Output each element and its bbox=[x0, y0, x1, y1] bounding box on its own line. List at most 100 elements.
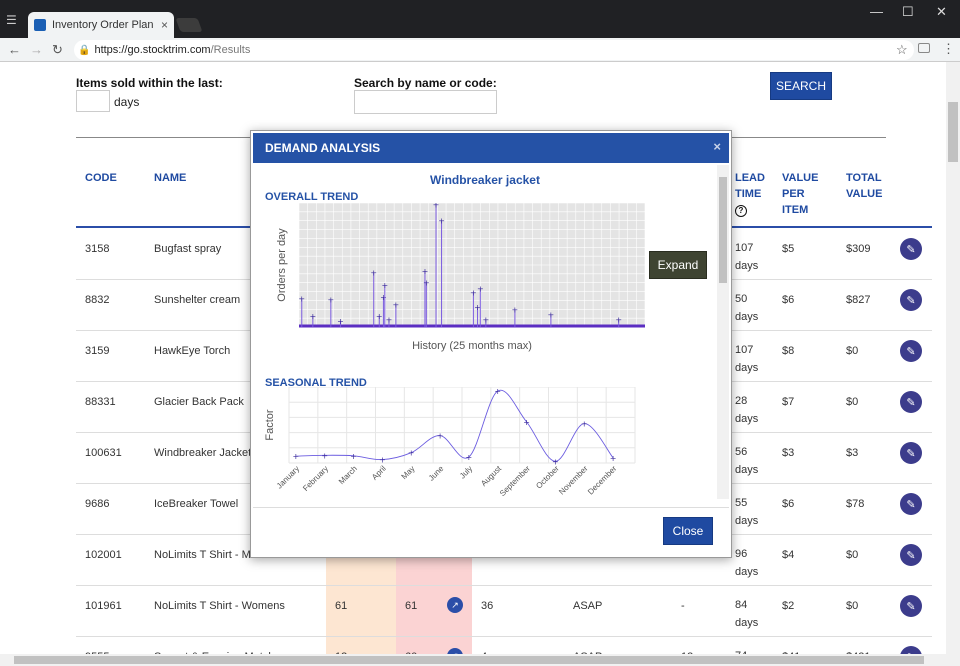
cell-value-per-item: $41 bbox=[782, 651, 800, 654]
trend-chart-icon[interactable]: ↗ bbox=[447, 648, 463, 654]
value-header-line1: VALUE bbox=[782, 172, 819, 184]
overall-data-point: + bbox=[512, 306, 519, 315]
seasonal-data-point: + bbox=[293, 452, 300, 461]
cell-total-value: $0 bbox=[846, 549, 859, 561]
seasonal-data-point: + bbox=[321, 451, 328, 460]
lead-time-unit: days bbox=[735, 413, 759, 425]
seasonal-data-point: + bbox=[350, 452, 357, 461]
cell-col-c: 36 bbox=[481, 600, 494, 612]
cell-col-b: 60 bbox=[405, 651, 417, 654]
modal-scroll-thumb[interactable] bbox=[719, 177, 727, 283]
cell-lead-time: 56 days bbox=[735, 443, 758, 479]
overall-data-point: + bbox=[548, 311, 555, 320]
new-tab-button[interactable] bbox=[175, 18, 203, 32]
edit-pencil-icon[interactable]: ✎ bbox=[900, 544, 922, 566]
overall-data-point: + bbox=[337, 317, 344, 326]
close-button[interactable]: Close bbox=[663, 517, 713, 545]
maximize-icon[interactable]: ☐ bbox=[902, 4, 914, 19]
cell-name: Sunset & Evening Match bbox=[154, 651, 274, 654]
overall-data-point: + bbox=[423, 278, 430, 287]
browser-tab[interactable]: Inventory Order Plan - St × bbox=[28, 12, 174, 38]
address-bar: ← → ↻ 🔒 https://go.stocktrim.com/Results… bbox=[0, 38, 960, 62]
cell-name: Glacier Back Pack bbox=[154, 396, 244, 408]
cell-lead-time: 50 days bbox=[735, 290, 758, 326]
seasonal-x-tick: April bbox=[370, 464, 388, 482]
seasonal-data-point: + bbox=[523, 418, 530, 427]
window-close-icon[interactable]: ✕ bbox=[936, 4, 947, 19]
cell-code: 100631 bbox=[85, 447, 122, 459]
edit-pencil-icon[interactable]: ✎ bbox=[900, 595, 922, 617]
overall-data-point: + bbox=[380, 293, 387, 302]
tab-close-icon[interactable]: × bbox=[160, 18, 168, 32]
cast-icon[interactable] bbox=[918, 43, 930, 53]
cell-total-value: $421 bbox=[846, 651, 870, 654]
browser-menu-dots-icon[interactable]: ⋮ bbox=[942, 41, 955, 56]
modal-scrollbar[interactable] bbox=[717, 165, 729, 499]
seasonal-data-point: + bbox=[610, 454, 617, 463]
tab-title: Inventory Order Plan - St bbox=[52, 19, 157, 31]
overall-data-point: + bbox=[327, 296, 334, 305]
favicon-icon bbox=[34, 19, 46, 31]
hscroll-thumb[interactable] bbox=[14, 656, 924, 664]
value-header-line3: ITEM bbox=[782, 204, 809, 216]
cell-name: NoLimits T Shirt - Womens bbox=[154, 600, 285, 612]
search-input[interactable] bbox=[354, 90, 497, 114]
seasonal-x-tick: August bbox=[479, 464, 504, 489]
seasonal-x-tick: May bbox=[400, 464, 417, 481]
edit-pencil-icon[interactable]: ✎ bbox=[900, 238, 922, 260]
overall-trend-title: OVERALL TREND bbox=[265, 191, 359, 203]
cell-value-per-item: $7 bbox=[782, 396, 795, 408]
expand-button[interactable]: Expand bbox=[649, 251, 707, 279]
overall-y-label: Orders per day bbox=[276, 228, 288, 302]
browser-menu-icon[interactable]: ☰ bbox=[6, 13, 17, 27]
overall-trend-chart: +++++++++++++++++++++History (25 months … bbox=[276, 203, 646, 352]
cell-value-per-item: $5 bbox=[782, 243, 795, 255]
trend-chart-icon[interactable]: ↗ bbox=[447, 597, 463, 613]
edit-pencil-icon[interactable]: ✎ bbox=[900, 289, 922, 311]
modal-footer-divider bbox=[253, 507, 729, 508]
cell-total-value: $3 bbox=[846, 447, 859, 459]
edit-pencil-icon[interactable]: ✎ bbox=[900, 391, 922, 413]
edit-pencil-icon[interactable]: ✎ bbox=[900, 442, 922, 464]
sold-within-label: Items sold within the last: bbox=[76, 76, 223, 90]
col-header-name[interactable]: NAME bbox=[154, 172, 187, 184]
edit-pencil-icon[interactable]: ✎ bbox=[900, 493, 922, 515]
cell-total-value: $0 bbox=[846, 396, 859, 408]
cell-col-d: ASAP bbox=[573, 651, 602, 654]
col-header-total-value[interactable]: TOTAL VALUE bbox=[846, 170, 882, 202]
page-horizontal-scrollbar[interactable] bbox=[0, 654, 960, 666]
col-header-code[interactable]: CODE bbox=[85, 172, 117, 184]
bookmark-star-icon[interactable]: ☆ bbox=[896, 42, 908, 57]
seasonal-x-tick: July bbox=[458, 464, 474, 480]
col-header-lead-time[interactable]: LEAD TIME ? bbox=[735, 170, 765, 218]
lead-time-value: 56 bbox=[735, 446, 748, 458]
seasonal-data-point: + bbox=[437, 432, 444, 441]
col-header-value-per-item[interactable]: VALUE PER ITEM bbox=[782, 170, 818, 218]
lead-time-unit: days bbox=[735, 464, 759, 476]
table-row[interactable]: 9555 Sunset & Evening Match 13 60 4 ASAP 13 $41… bbox=[76, 637, 932, 654]
edit-pencil-icon[interactable]: ✎ bbox=[900, 646, 922, 654]
reload-icon[interactable]: ↻ bbox=[52, 42, 63, 57]
edit-pencil-icon[interactable]: ✎ bbox=[900, 340, 922, 362]
modal-close-icon[interactable]: × bbox=[713, 139, 721, 154]
days-input[interactable] bbox=[76, 90, 110, 112]
search-button[interactable]: SEARCH bbox=[770, 72, 832, 100]
lead-header-line1: LEAD bbox=[735, 172, 765, 184]
table-row[interactable]: 102001 NoLimits T Shirt - M $4 $0 96 days ✎ bbox=[76, 535, 932, 586]
cell-lead-time: 55 days bbox=[735, 494, 758, 530]
cell-code: 3159 bbox=[85, 345, 110, 357]
help-icon[interactable]: ? bbox=[735, 205, 747, 217]
minimize-icon[interactable]: — bbox=[870, 4, 883, 19]
days-suffix: days bbox=[114, 95, 140, 109]
forward-icon[interactable]: → bbox=[30, 42, 43, 57]
page-vertical-scrollbar[interactable] bbox=[946, 62, 960, 654]
back-icon[interactable]: ← bbox=[8, 42, 21, 57]
seasonal-series-line bbox=[295, 389, 614, 462]
url-field[interactable]: 🔒 https://go.stocktrim.com/Results bbox=[74, 40, 914, 60]
cell-col-a: 61 bbox=[335, 600, 348, 612]
vscroll-thumb[interactable] bbox=[948, 102, 958, 162]
lead-time-value: 96 bbox=[735, 548, 748, 560]
table-row[interactable]: 101961 NoLimits T Shirt - Womens 61 61 36 ASA… bbox=[76, 586, 932, 637]
seasonal-data-point: + bbox=[552, 457, 559, 466]
lead-time-value: 50 bbox=[735, 293, 748, 305]
